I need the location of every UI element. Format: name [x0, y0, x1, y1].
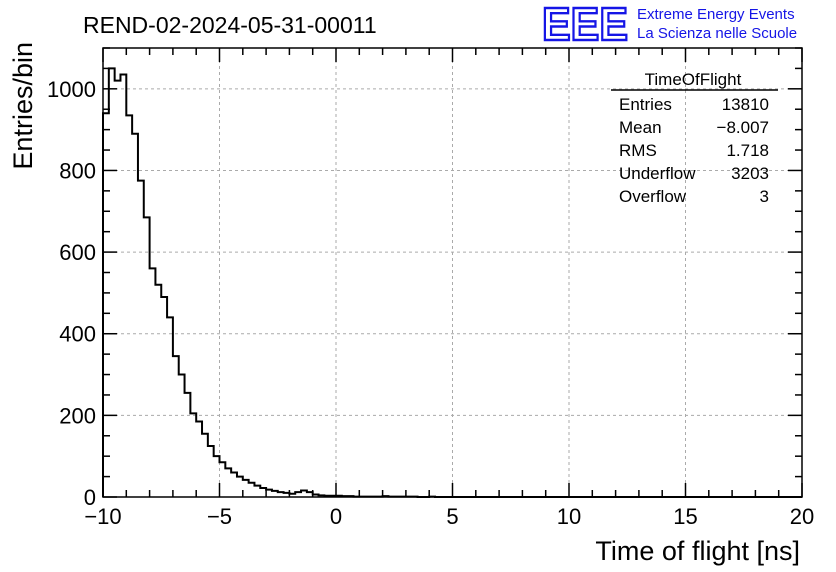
x-tick-label-6: 20: [790, 504, 814, 529]
stats-label-entries: Entries: [619, 95, 672, 114]
stats-value-mean: −8.007: [717, 118, 769, 137]
logo: EEE Extreme Energy Events La Scienza nel…: [541, 0, 797, 51]
y-tick-label-1: 200: [59, 403, 96, 428]
stats-box: TimeOfFlight Entries 13810 Mean −8.007 R…: [611, 70, 778, 206]
stats-value-rms: 1.718: [726, 141, 769, 160]
x-tick-label-2: 0: [330, 504, 342, 529]
stats-label-rms: RMS: [619, 141, 657, 160]
y-tick-label-4: 800: [59, 158, 96, 183]
stats-title: TimeOfFlight: [645, 70, 742, 89]
stats-label-underflow: Underflow: [619, 164, 696, 183]
grid: [103, 48, 802, 497]
y-tick-label-2: 400: [59, 322, 96, 347]
stats-value-overflow: 3: [760, 187, 769, 206]
plot-title: REND-02-2024-05-31-00011: [83, 12, 377, 38]
stats-label-overflow: Overflow: [619, 187, 687, 206]
stats-value-entries: 13810: [722, 95, 769, 114]
x-axis-title: Time of flight [ns]: [595, 536, 800, 566]
eee-logo-mark: EEE: [542, 0, 628, 50]
logo-line-1: Extreme Energy Events: [637, 6, 795, 23]
x-tick-label-4: 10: [557, 504, 581, 529]
y-tick-label-3: 600: [59, 240, 96, 265]
y-axis-title: Entries/bin: [8, 42, 38, 170]
x-tick-label-3: 5: [446, 504, 458, 529]
y-tick-label-5: 1000: [47, 77, 96, 102]
x-tick-label-5: 15: [673, 504, 697, 529]
x-tick-label-1: −5: [207, 504, 232, 529]
stats-value-underflow: 3203: [731, 164, 769, 183]
x-tick-label-0: −10: [84, 504, 121, 529]
logo-line-2: La Scienza nelle Scuole: [637, 25, 797, 42]
y-tick-label-0: 0: [84, 485, 96, 510]
stats-label-mean: Mean: [619, 118, 662, 137]
